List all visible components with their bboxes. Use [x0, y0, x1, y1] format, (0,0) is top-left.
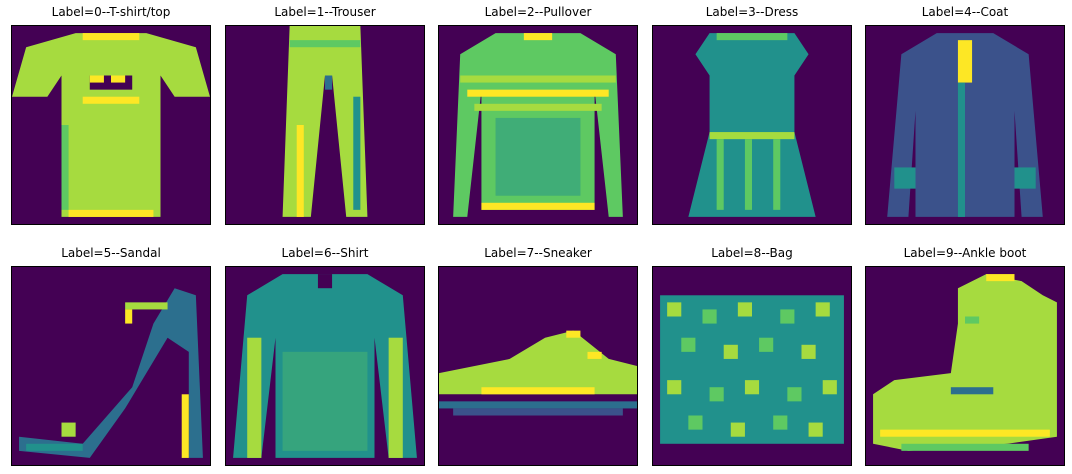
image-frame — [652, 266, 852, 466]
ankle-boot-image — [866, 267, 1064, 465]
t-shirt-image — [12, 26, 210, 224]
trouser-image — [226, 26, 424, 224]
panel-title: Label=3--Dress — [705, 5, 799, 19]
panel-title: Label=2--Pullover — [484, 5, 592, 19]
panel-title: Label=9--Ankle boot — [903, 246, 1027, 260]
pullover-image — [439, 26, 637, 224]
panel-title: Label=5--Sandal — [61, 246, 161, 260]
sandal-image — [12, 267, 210, 465]
sneaker-image — [439, 267, 637, 465]
image-frame — [865, 266, 1065, 466]
panel-title: Label=0--T-shirt/top — [51, 5, 171, 19]
dress-image — [653, 26, 851, 224]
image-frame — [438, 266, 638, 466]
image-frame — [652, 25, 852, 225]
coat-image — [866, 26, 1064, 224]
image-frame — [438, 25, 638, 225]
shirt-image — [226, 267, 424, 465]
panel-title: Label=7--Sneaker — [484, 246, 592, 260]
image-frame — [11, 266, 211, 466]
image-frame — [11, 25, 211, 225]
image-frame — [225, 25, 425, 225]
image-frame — [865, 25, 1065, 225]
panel-title: Label=1--Trouser — [274, 5, 376, 19]
panel-title: Label=6--Shirt — [281, 246, 369, 260]
panel-title: Label=8--Bag — [711, 246, 793, 260]
image-frame — [225, 266, 425, 466]
panel-title: Label=4--Coat — [921, 5, 1009, 19]
bag-image — [653, 267, 851, 465]
